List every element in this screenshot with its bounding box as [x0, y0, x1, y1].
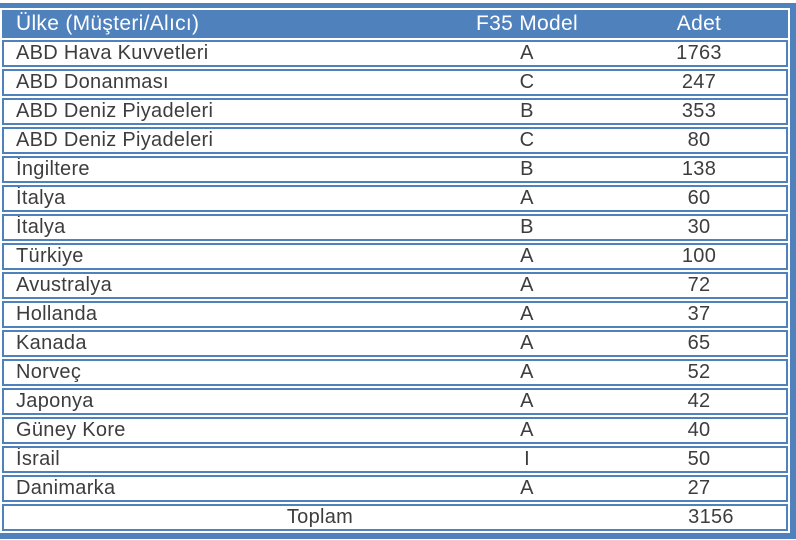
count-cell: 138: [681, 158, 717, 180]
country-cell: Norveç: [16, 361, 82, 383]
country-cell: Japonya: [16, 390, 94, 412]
country-cell: Türkiye: [16, 245, 84, 267]
table-row: Avustralya A 72: [2, 272, 788, 299]
table-row: ABD Deniz Piyadeleri B 353: [2, 98, 788, 125]
count-cell: 1763: [676, 42, 722, 64]
column-header-model: F35 Model: [476, 12, 578, 35]
model-cell: A: [520, 42, 534, 64]
table-row: ABD Hava Kuvvetleri A 1763: [2, 40, 788, 67]
model-cell: B: [520, 158, 534, 180]
table-row: Hollanda A 37: [2, 301, 788, 328]
count-cell: 30: [687, 216, 711, 238]
table-row: İsrail I 50: [2, 446, 788, 473]
column-header-country: Ülke (Müşteri/Alıcı): [16, 12, 200, 35]
model-cell: A: [520, 419, 534, 441]
model-cell: A: [520, 187, 534, 209]
model-cell: C: [519, 71, 535, 93]
count-cell: 37: [687, 303, 711, 325]
count-cell: 65: [687, 332, 711, 354]
table-row: Güney Kore A 40: [2, 417, 788, 444]
country-cell: İngiltere: [16, 158, 90, 180]
country-cell: İsrail: [16, 448, 61, 470]
model-cell: C: [519, 129, 535, 151]
model-cell: A: [520, 477, 534, 499]
model-cell: B: [520, 100, 534, 122]
model-cell: I: [524, 448, 530, 470]
table-row: ABD Deniz Piyadeleri C 80: [2, 127, 788, 154]
table-header-row: Ülke (Müşteri/Alıcı) F35 Model Adet: [2, 10, 788, 38]
model-cell: A: [520, 361, 534, 383]
country-cell: ABD Deniz Piyadeleri: [16, 100, 214, 122]
table-row: İngiltere B 138: [2, 156, 788, 183]
column-header-count: Adet: [676, 12, 722, 35]
table-row: Japonya A 42: [2, 388, 788, 415]
country-cell: Hollanda: [16, 303, 98, 325]
model-cell: B: [520, 216, 534, 238]
country-cell: ABD Deniz Piyadeleri: [16, 129, 214, 151]
count-cell: 100: [681, 245, 717, 267]
count-cell: 247: [681, 71, 717, 93]
table-total-row: Toplam 3156: [2, 504, 788, 531]
model-cell: A: [520, 303, 534, 325]
table-row: Türkiye A 100: [2, 243, 788, 270]
count-cell: 80: [687, 129, 711, 151]
table-row: Norveç A 52: [2, 359, 788, 386]
country-cell: Avustralya: [16, 274, 113, 296]
country-cell: İtalya: [16, 216, 66, 238]
country-cell: Danimarka: [16, 477, 116, 499]
count-cell: 50: [687, 448, 711, 470]
count-cell: 40: [687, 419, 711, 441]
model-cell: A: [520, 332, 534, 354]
model-cell: A: [520, 390, 534, 412]
model-cell: A: [520, 245, 534, 267]
table-row: Kanada A 65: [2, 330, 788, 357]
count-cell: 52: [687, 361, 711, 383]
count-cell: 42: [687, 390, 711, 412]
count-cell: 60: [687, 187, 711, 209]
country-cell: Güney Kore: [16, 419, 126, 441]
model-cell: A: [520, 274, 534, 296]
count-cell: 353: [681, 100, 717, 122]
count-cell: 27: [687, 477, 711, 499]
country-cell: ABD Donanması: [16, 71, 169, 93]
table-row: İtalya A 60: [2, 185, 788, 212]
country-cell: İtalya: [16, 187, 66, 209]
table-row: İtalya B 30: [2, 214, 788, 241]
table-row: ABD Donanması C 247: [2, 69, 788, 96]
total-label-cell: Toplam: [286, 506, 354, 528]
f35-orders-table: Ülke (Müşteri/Alıcı) F35 Model Adet ABD …: [0, 3, 796, 539]
table-row: Danimarka A 27: [2, 475, 788, 502]
country-cell: ABD Hava Kuvvetleri: [16, 42, 209, 64]
country-cell: Kanada: [16, 332, 87, 354]
total-value-cell: 3156: [688, 506, 734, 528]
count-cell: 72: [687, 274, 711, 296]
